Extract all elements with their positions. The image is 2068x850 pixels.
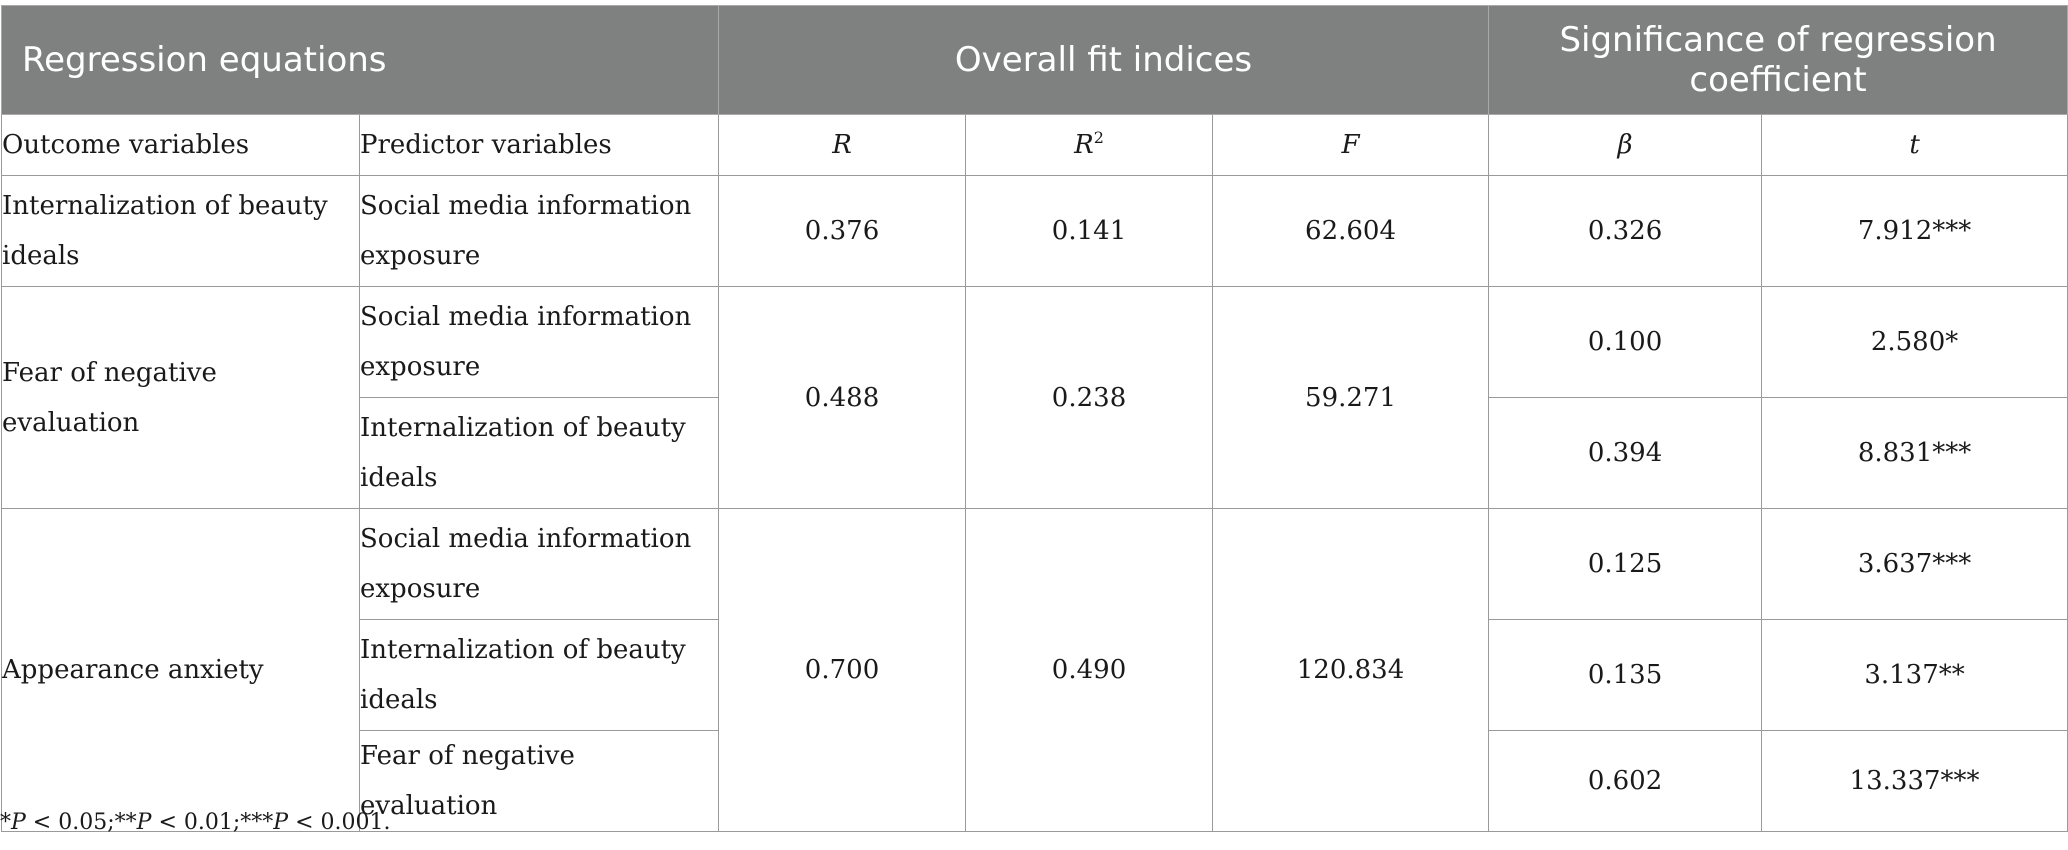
header-significance: Significance of regression coefficient: [1488, 5, 2068, 115]
col-beta-label: β: [1617, 130, 1633, 160]
table-footnote: *P < 0.05;**P < 0.01;***P < 0.001.: [0, 810, 391, 835]
t-value: 13.337***: [1761, 730, 2068, 832]
r2-value: 0.141: [965, 175, 1214, 287]
table-row: Internalization of beauty ideals 0.394 8…: [2, 397, 2068, 509]
footnote-sym-2: **: [114, 810, 137, 835]
outcome-cell: Fear of negative evaluation: [1, 286, 360, 509]
footnote-sym-1: *: [0, 810, 11, 835]
col-f: F: [1212, 114, 1490, 176]
t-value: 3.137**: [1761, 619, 2068, 731]
footnote-var-2: P: [136, 810, 152, 835]
beta-value: 0.100: [1488, 286, 1763, 398]
col-predictor-variables: Predictor variables: [358, 114, 720, 176]
outcome-cell: Appearance anxiety: [1, 508, 360, 832]
predictor-cell: Social media information exposure: [358, 286, 720, 398]
t-value: 3.637***: [1761, 508, 2068, 620]
col-outcome-variables: Outcome variables: [1, 114, 360, 176]
f-value: 120.834: [1212, 508, 1490, 832]
outcome-cell: Internalization of beauty ideals: [1, 175, 360, 287]
predictor-cell: Internalization of beauty ideals: [358, 397, 720, 509]
col-r-squared: R2: [965, 114, 1214, 176]
header-regression-equations: Regression equations: [0, 5, 720, 115]
table-row: Fear of negative evaluation Social media…: [1, 286, 2068, 509]
footnote-sym-3: ***: [240, 810, 274, 835]
beta-value: 0.394: [1488, 397, 1763, 509]
r-value: 0.376: [718, 175, 967, 287]
beta-value: 0.125: [1488, 508, 1763, 620]
r2-value: 0.238: [965, 286, 1214, 509]
regression-table: Regression equations Overall fit indices…: [0, 5, 2068, 832]
footnote-var-3: P: [273, 810, 289, 835]
col-beta: β: [1488, 114, 1763, 176]
t-value: 8.831***: [1761, 397, 2068, 509]
f-value: 59.271: [1212, 286, 1490, 509]
footnote-var-1: P: [11, 810, 26, 835]
table-row: Internalization of beauty ideals Social …: [1, 175, 2068, 287]
beta-value: 0.602: [1488, 730, 1763, 832]
predictor-cell: Social media information exposure: [358, 175, 720, 287]
beta-value: 0.326: [1488, 175, 1763, 287]
footnote-val-1: < 0.05;: [25, 810, 115, 835]
col-r2-superscript: 2: [1093, 128, 1104, 147]
col-t-label: t: [1909, 130, 1920, 160]
col-t: t: [1761, 114, 2068, 176]
table-row: Internalization of beauty ideals 0.135 3…: [2, 619, 2068, 731]
subheader-row: Outcome variables Predictor variables R …: [1, 114, 2068, 176]
t-value: 7.912***: [1761, 175, 2068, 287]
table-header-row: Regression equations Overall fit indices…: [0, 5, 2068, 115]
predictor-cell: Fear of negative evaluation: [358, 730, 720, 832]
col-r-label: R: [832, 130, 852, 160]
col-f-label: F: [1341, 130, 1360, 160]
table-row: Fear of negative evaluation 0.602 13.337…: [2, 730, 2068, 832]
footnote-val-2: < 0.01;: [151, 810, 241, 835]
predictor-cell: Social media information exposure: [358, 508, 720, 620]
f-value: 62.604: [1212, 175, 1490, 287]
t-value: 2.580*: [1761, 286, 2068, 398]
r-value: 0.488: [718, 286, 967, 509]
r-value: 0.700: [718, 508, 967, 832]
footnote-val-3: < 0.001.: [288, 810, 391, 835]
col-r: R: [718, 114, 967, 176]
header-overall-fit-indices: Overall fit indices: [718, 5, 1490, 115]
col-r2-label: R: [1074, 130, 1094, 160]
beta-value: 0.135: [1488, 619, 1763, 731]
table-row: Appearance anxiety Social media informat…: [1, 508, 2068, 832]
predictor-cell: Internalization of beauty ideals: [358, 619, 720, 731]
r2-value: 0.490: [965, 508, 1214, 832]
